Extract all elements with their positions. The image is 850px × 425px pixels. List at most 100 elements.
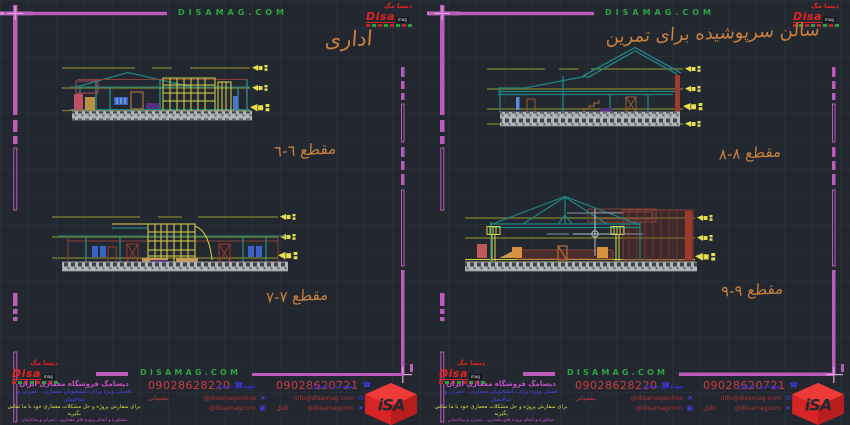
logo-name: Disa xyxy=(12,366,41,380)
sheet-covered-hall: DISAMAG.COM دیسا مگ Disa mag DISAMAG.COM… xyxy=(427,0,850,425)
email-icon: ✉ xyxy=(358,393,364,402)
isa-logo-text: iSA xyxy=(377,395,405,415)
logo-fa-text: دیسا مگ xyxy=(384,2,412,10)
fa-line1: فصلی ویژه برای دانشجویان معماری ، عمران … xyxy=(17,389,131,403)
telegram-handle: @disamagonline xyxy=(203,394,257,402)
fa-title: دیسامگ فروشگاه معماری ایران xyxy=(19,380,129,388)
fa-line3: مشاوره و انجام پروژه های معماری ، عمران … xyxy=(21,418,127,424)
titleblock: دیسا مگ Disa mag DISAMAG.COM DISAMAG.COM… xyxy=(427,0,850,425)
logo-suffix: mag xyxy=(41,373,55,380)
phone-label: مهندس عمران xyxy=(311,383,354,390)
telegram-icon: ➤ xyxy=(687,393,693,402)
telegram-handle: @disamagcom xyxy=(734,405,782,412)
contact-phone-row: 09028620721 مهندس عمران ☎ xyxy=(703,379,798,392)
titleblock: دیسا مگ Disa mag DISAMAG.COM DISAMAG.COM… xyxy=(6,360,417,425)
contact-phone-row: 09028628220 مهندس معمار ☎ xyxy=(575,379,693,392)
logo-subtext: DISAMAG.COM xyxy=(12,381,58,384)
disamag-logo: دیسا مگ Disa mag DISAMAG.COM xyxy=(439,360,485,384)
logo-fa-text: دیسا مگ xyxy=(457,359,485,367)
telegram-handle: @disamagcom xyxy=(307,405,355,412)
email-address: info@disamag.com xyxy=(720,394,782,402)
disamag-logo: دیسا مگ Disa mag DISAMAG.COM xyxy=(12,360,58,384)
contact-col-2: 09028620721 مهندس عمران ☎ info@disamag.c… xyxy=(276,379,371,413)
telegram-handle: @disamagonline xyxy=(630,394,684,402)
titleblock-site-text: DISAMAG.COM xyxy=(140,368,242,377)
sheet-border xyxy=(427,5,594,321)
telegram-icon: ➤ xyxy=(785,404,791,412)
contact-row: کانال @disamagcom ➤ xyxy=(276,404,364,413)
contact-row: پشتیبانی @disamagonline ➤ xyxy=(575,393,693,402)
contact-row: info@disamag.com ✉ xyxy=(276,393,364,402)
logo-wordmark: Disa mag xyxy=(793,11,839,23)
logo-wordmark: Disa mag xyxy=(366,11,412,23)
header-site-text: DISAMAG.COM xyxy=(178,8,288,17)
logo-name: Disa xyxy=(439,366,468,380)
sheet-admin: DISAMAG.COM دیسا مگ Disa mag DISAMAG.COM… xyxy=(0,3,417,425)
contact-row: @disamagcom ▣ xyxy=(575,404,693,413)
logo-wordmark: Disa mag xyxy=(12,368,58,380)
titleblock-site-text: DISAMAG.COM xyxy=(567,368,669,377)
phone-icon: ☎ xyxy=(661,381,671,389)
cad-linework-right xyxy=(427,5,844,423)
titleblock-fa-text: دیسامگ فروشگاه معماری ایران فصلی ویژه بر… xyxy=(6,380,142,425)
disamag-logo: دیسا مگ Disa mag DISAMAG.COM xyxy=(366,3,412,27)
instagram-icon: ▣ xyxy=(686,404,693,412)
contact-row: info@disamag.com ✉ xyxy=(703,394,791,402)
phone-number: 09028620721 xyxy=(276,379,359,392)
phone-icon: ☎ xyxy=(362,381,372,389)
channel-label: کانال xyxy=(276,405,289,412)
contact-block: 09028628220 مهندس معمار ☎ پشتیبانی @disa… xyxy=(575,379,798,413)
fa-title: دیسامگ فروشگاه معماری ایران xyxy=(446,380,556,388)
contact-col-1: 09028628220 مهندس معمار ☎ پشتیبانی @disa… xyxy=(148,379,266,412)
phone-label: مهندس عمران xyxy=(738,383,781,390)
divider xyxy=(523,372,555,376)
logo-subtext: DISAMAG.COM xyxy=(366,24,412,27)
contact-phone-row: 09028620721 مهندس عمران ☎ xyxy=(276,379,371,392)
instagram-handle: @disamagcom xyxy=(635,405,683,412)
logo-suffix: mag xyxy=(822,16,836,23)
fa-line2: برای سفارش پروژه و حل مشکلات معماری خود … xyxy=(434,404,568,418)
section-6-6-drawing xyxy=(62,65,270,121)
section-8-8-drawing xyxy=(487,46,703,127)
header-site-text: DISAMAG.COM xyxy=(605,8,715,17)
telegram-icon: ➤ xyxy=(358,404,364,412)
logo-suffix: mag xyxy=(395,16,409,23)
crosshair-cursor xyxy=(547,209,643,256)
contact-phone-row: 09028628220 مهندس معمار ☎ xyxy=(148,379,266,392)
divider xyxy=(96,372,128,376)
section-7-7-drawing xyxy=(52,214,298,272)
channel-label: کانال xyxy=(703,405,716,412)
fa-line1: فصلی ویژه برای دانشجویان معماری ، عمران … xyxy=(444,389,558,403)
divider xyxy=(252,372,403,376)
phone-icon: ☎ xyxy=(789,381,799,389)
support-label: پشتیبانی xyxy=(575,394,596,402)
section-9-9-drawing xyxy=(465,195,716,272)
telegram-icon: ➤ xyxy=(260,393,266,402)
logo-name: Disa xyxy=(366,9,395,23)
phone-number: 09028620721 xyxy=(703,379,786,392)
isa-cube-icon xyxy=(365,382,417,425)
logo-wordmark: Disa mag xyxy=(439,368,485,380)
isa-logo: iSA xyxy=(789,382,847,425)
sheet-border xyxy=(0,5,167,321)
fa-line3: مشاوره و انجام پروژه های معماری ، عمران … xyxy=(448,418,554,424)
phone-icon: ☎ xyxy=(234,381,244,389)
cad-linework-left xyxy=(0,5,413,423)
logo-fa-text: دیسا مگ xyxy=(811,2,839,10)
contact-col-1: 09028628220 مهندس معمار ☎ پشتیبانی @disa… xyxy=(575,379,693,413)
logo-subtext: DISAMAG.COM xyxy=(793,24,839,27)
email-address: info@disamag.com xyxy=(293,394,355,402)
phone-number: 09028628220 xyxy=(148,379,231,392)
logo-suffix: mag xyxy=(468,373,482,380)
phone-label: مهندس معمار xyxy=(642,383,683,390)
instagram-icon: ▣ xyxy=(259,404,266,412)
fa-line2: برای سفارش پروژه و حل مشکلات معماری خود … xyxy=(7,404,141,418)
phone-label: مهندس معمار xyxy=(215,383,256,390)
logo-fa-text: دیسا مگ xyxy=(30,359,58,367)
isa-cube-icon xyxy=(792,382,844,425)
titleblock-fa-text: دیسامگ فروشگاه معماری ایران فصلی ویژه بر… xyxy=(433,380,569,425)
contact-row: پشتیبانی @disamagonline ➤ xyxy=(148,393,266,402)
sheet-border-right xyxy=(832,67,844,374)
support-label: پشتیبانی xyxy=(148,394,169,402)
